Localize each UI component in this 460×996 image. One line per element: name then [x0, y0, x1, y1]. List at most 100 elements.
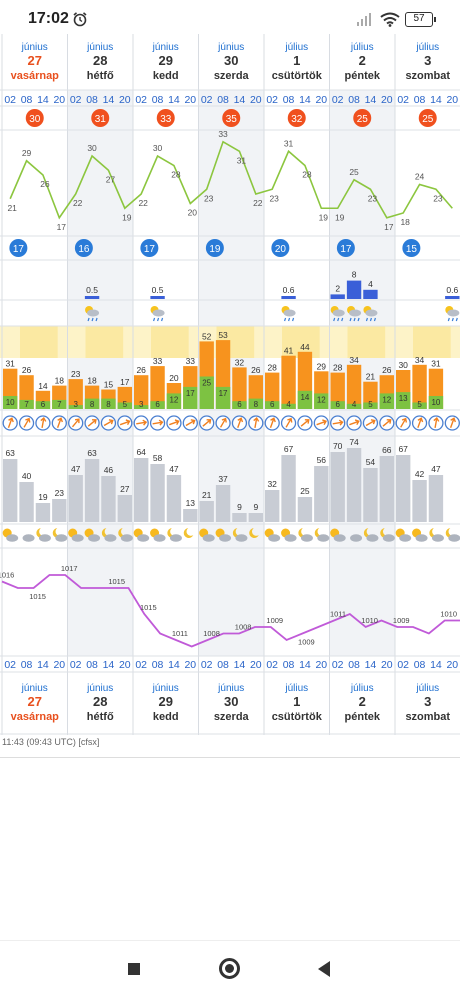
wind-bar [232, 401, 247, 409]
cloud-cover-label: 25 [300, 486, 310, 496]
min-temp-badge [74, 239, 93, 257]
hour-label: 02 [135, 94, 147, 106]
footer-header-day-name: péntek [345, 711, 381, 723]
wind-label: 25 [202, 379, 211, 388]
cloud-cover-bar [52, 499, 67, 522]
hour-label-bottom: 20 [250, 659, 262, 671]
min-temp-badge [402, 239, 421, 257]
wind-bar [3, 396, 18, 409]
day-shade [67, 90, 133, 656]
rain-cloud-icon [150, 306, 165, 322]
header-day-number: 29 [159, 53, 173, 68]
wind-direction-icon [444, 415, 460, 431]
gust-label: 26 [382, 365, 392, 375]
footer-header-day-number: 29 [159, 694, 173, 709]
wind-bar [84, 398, 100, 409]
wind-label: 6 [237, 400, 242, 409]
temperature-label: 27 [106, 174, 116, 184]
rain-bar [281, 296, 296, 299]
wind-direction-icon [411, 415, 428, 431]
wind-label: 7 [24, 400, 29, 409]
sun-cloud-icon [395, 528, 412, 542]
gust-label: 28 [333, 363, 343, 373]
wind-direction-icon [379, 415, 395, 431]
footer-header-month: június [152, 683, 179, 694]
wind-direction-icon [166, 415, 182, 431]
temperature-label: 23 [433, 193, 443, 203]
hour-label: 08 [283, 94, 295, 106]
hour-label: 08 [152, 94, 164, 106]
wifi-icon [380, 12, 400, 27]
hour-label: 20 [446, 94, 458, 106]
cloud-cover-bar [150, 464, 165, 522]
pressure-label: 1015 [140, 603, 157, 612]
cloud-cover-bar [412, 480, 427, 522]
pressure-label: 1008 [235, 623, 252, 632]
gust-bar [134, 375, 149, 409]
cloud-cover-label: 9 [253, 502, 258, 512]
cloud-cover-bar [297, 497, 313, 522]
header-day-number: 27 [28, 53, 42, 68]
wind-bar [346, 403, 362, 409]
cloud-cover-bar [84, 459, 100, 522]
temperature-label: 31 [237, 155, 247, 165]
min-temp-value: 16 [78, 244, 90, 255]
hour-label: 14 [365, 94, 377, 106]
rain-bar [84, 296, 100, 299]
hour-label-bottom: 08 [21, 659, 33, 671]
cloud-cover-bar [166, 475, 182, 522]
wind-label: 17 [186, 389, 195, 398]
rain-label: 0.6 [446, 285, 458, 295]
footer-header-day-name: csütörtök [272, 711, 323, 723]
footer-header-month: július [350, 683, 374, 694]
hour-label: 20 [119, 94, 131, 106]
pressure-label: 1009 [393, 616, 410, 625]
max-temp-value: 32 [291, 114, 303, 125]
recent-apps-button[interactable] [128, 963, 140, 975]
gust-label: 31 [5, 359, 15, 369]
wind-label: 10 [6, 398, 15, 407]
daylight-peak [151, 326, 189, 358]
header-day-number: 3 [424, 53, 431, 68]
gust-label: 29 [317, 361, 327, 371]
gust-label: 26 [22, 365, 32, 375]
wind-label: 12 [317, 395, 326, 404]
sun-cloud-icon [68, 528, 84, 542]
hour-label-bottom: 02 [4, 659, 16, 671]
min-temp-badge [9, 239, 28, 257]
temperature-label: 30 [153, 143, 163, 153]
header-day-name: csütörtök [272, 70, 323, 82]
pressure-label: 1010 [440, 610, 457, 619]
wind-direction-icon [313, 415, 329, 431]
hour-label-bottom: 14 [365, 659, 377, 671]
daylight-peak [413, 326, 451, 358]
wind-direction-icon [182, 415, 198, 431]
temperature-label: 24 [415, 172, 425, 182]
cloud-icon [22, 534, 35, 542]
min-temp-value: 15 [406, 244, 418, 255]
meteogram[interactable]: június27vasárnapjúnius28hétfőjúnius29ked… [0, 0, 460, 740]
wind-bar [117, 402, 132, 409]
cloud-cover-bar [363, 468, 378, 522]
sun-cloud-icon [199, 528, 215, 542]
cloud-cover-label: 13 [186, 498, 196, 508]
cloud-cover-bar [35, 503, 51, 522]
wind-direction-icon [100, 415, 117, 431]
rain-label: 2 [335, 283, 340, 293]
wind-direction-icon [362, 415, 379, 431]
sun-cloud-icon [2, 528, 19, 542]
home-button[interactable] [219, 958, 240, 979]
hour-label: 14 [430, 94, 442, 106]
cloud-cover-label: 74 [349, 437, 359, 447]
model-run-note: 11:43 (09:43 UTC) [cfsx] [2, 737, 100, 747]
hour-label: 02 [201, 94, 213, 106]
back-button[interactable] [318, 961, 330, 977]
temperature-label: 17 [57, 222, 67, 232]
wind-direction-icon [2, 415, 18, 431]
footer-header-day-number: 1 [293, 694, 300, 709]
temperature-label: 18 [400, 217, 410, 227]
temperature-label: 20 [188, 208, 198, 218]
wind-direction-icon [264, 415, 280, 431]
gust-bar [330, 372, 345, 409]
sun-cloud-icon [412, 528, 428, 542]
